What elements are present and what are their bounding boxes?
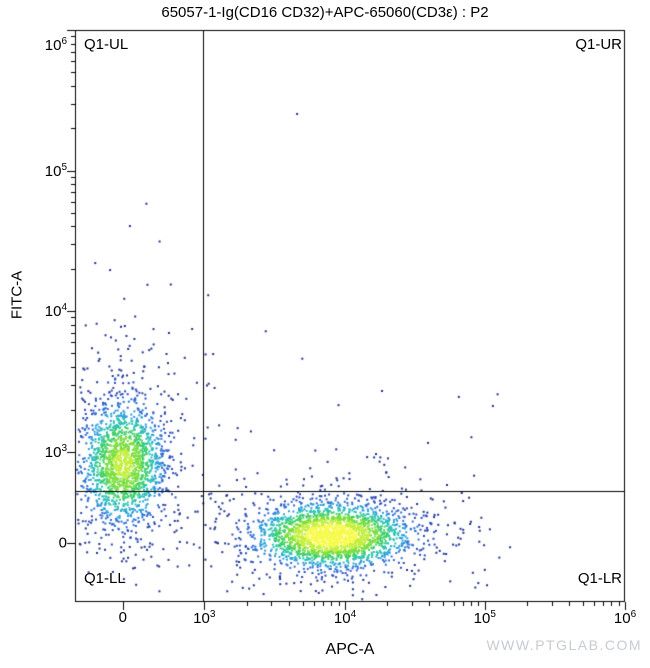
- watermark: WWW.PTGLAB.COM: [486, 637, 642, 653]
- quadrant-label-lower-right: Q1-LR: [577, 570, 622, 587]
- y-axis-label: FITC-A: [8, 270, 26, 320]
- quadrant-label-lower-left: Q1-LL: [84, 570, 126, 587]
- quadrant-label-upper-left: Q1-UL: [84, 36, 129, 53]
- quadrant-label-upper-right: Q1-UR: [575, 36, 622, 53]
- x-axis-label: APC-A: [325, 641, 375, 658]
